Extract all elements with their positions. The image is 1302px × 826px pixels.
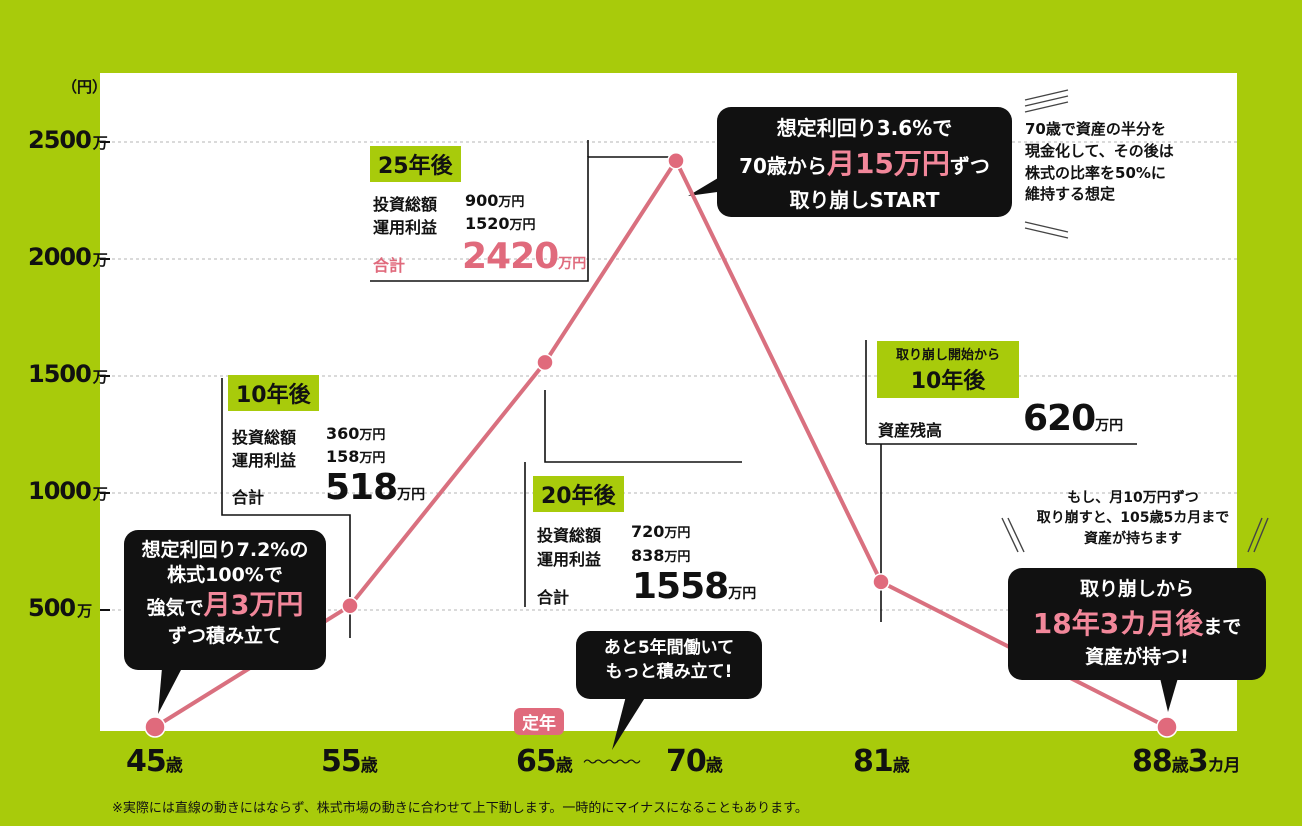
x-tick-unit: 歳: [1171, 756, 1189, 776]
y-tick-label: 2500 万: [28, 126, 108, 154]
retirement-badge: 定年: [514, 708, 564, 735]
x-tick-unit: 歳: [165, 756, 183, 776]
annotation-20y-total: 1558万円: [632, 566, 757, 607]
annotation-withdrawal-label: 資産残高: [878, 421, 943, 440]
x-tick-unit: 歳: [705, 756, 723, 776]
bubble-work: あと5年間働いて もっと積み立て!: [576, 631, 762, 699]
annotation-10y-row2: 運用利益 158万円: [232, 447, 386, 470]
y-tick-unit: 万: [77, 602, 92, 620]
x-tick-label: 65歳: [516, 744, 573, 779]
x-tick-label: 88歳3カ月: [1132, 744, 1241, 779]
y-tick-label: 1000 万: [28, 477, 108, 505]
footnote: ※実際には直線の動きにはならず、株式市場の動きに合わせて上下動します。一時的にマ…: [112, 801, 808, 816]
annotation-10y-total: 518万円: [325, 467, 426, 508]
note-peak: 70歳で資産の半分を 現金化して、その後は 株式の比率を50%に 維持する想定: [1025, 120, 1174, 204]
annotation-10y-row1: 投資総額 360万円: [232, 424, 386, 447]
annotation-20y-total-label: 合計: [537, 588, 570, 607]
annotation-10y-total-label: 合計: [232, 488, 265, 507]
x-tick-unit: 歳: [555, 756, 573, 776]
x-tick-unit: カ月: [1207, 756, 1241, 776]
y-tick-label: 2000 万: [28, 243, 108, 271]
x-tick-label: 45歳: [126, 744, 183, 779]
bubble-end: 取り崩しから 18年3カ月後まで 資産が持つ!: [1008, 568, 1266, 680]
annotation-withdrawal-title: 取り崩し開始から 10年後: [877, 341, 1019, 398]
y-unit-label: （円）: [62, 78, 108, 96]
y-tick-number: 500: [28, 594, 76, 622]
age-gap-wave: 〜〜〜〜〜: [583, 755, 641, 771]
annotation-20y-title: 20年後: [533, 476, 624, 512]
x-tick-label: 81歳: [853, 744, 910, 779]
annotation-20y-row2: 運用利益 838万円: [537, 546, 691, 569]
annotation-25y-row2: 運用利益 1520万円: [373, 214, 536, 237]
x-tick-number: 55: [321, 744, 362, 779]
y-tick-number: 2000: [28, 243, 92, 271]
annotation-10y-title: 10年後: [228, 375, 319, 411]
annotation-25y-total-label: 合計: [373, 256, 406, 275]
annotation-25y-row1: 投資総額 900万円: [373, 191, 525, 214]
x-tick-label: 55歳: [321, 744, 378, 779]
annotation-25y-title: 25年後: [370, 146, 461, 182]
y-tick-unit: 万: [92, 485, 108, 503]
x-tick-number: 45: [126, 744, 167, 779]
retirement-badge-text: 定年: [522, 714, 556, 734]
y-tick-number: 2500: [28, 126, 92, 154]
bubble-start: 想定利回り7.2%の 株式100%で 強気で月3万円 ずつ積み立て: [124, 530, 326, 670]
annotation-withdrawal-value: 620万円: [1023, 398, 1124, 439]
y-tick-label: 500 万: [28, 594, 92, 622]
y-tick-number: 1500: [28, 360, 92, 388]
x-tick-unit: 歳: [892, 756, 910, 776]
x-tick-unit: 歳: [360, 756, 378, 776]
y-tick-unit: 万: [92, 368, 108, 386]
x-tick-number: 70: [666, 744, 707, 779]
x-tick-number: 88: [1132, 744, 1173, 779]
y-tick-unit: 万: [92, 134, 108, 152]
bubble-peak: 想定利回り3.6%で 70歳から月15万円ずつ 取り崩しSTART: [717, 107, 1012, 217]
y-tick-label: 1500 万: [28, 360, 108, 388]
x-tick-label: 70歳: [666, 744, 723, 779]
x-tick-number: 81: [853, 744, 894, 779]
x-tick-number: 3: [1187, 744, 1209, 779]
annotation-25y-total: 2420万円: [462, 236, 587, 277]
y-tick-unit: 万: [92, 251, 108, 269]
note-alt-withdrawal: もし、月10万円ずつ 取り崩すと、105歳5カ月まで 資産が持ちます: [1036, 490, 1230, 547]
annotation-20y-row1: 投資総額 720万円: [537, 522, 691, 545]
x-tick-number: 65: [516, 744, 557, 779]
y-tick-number: 1000: [28, 477, 92, 505]
